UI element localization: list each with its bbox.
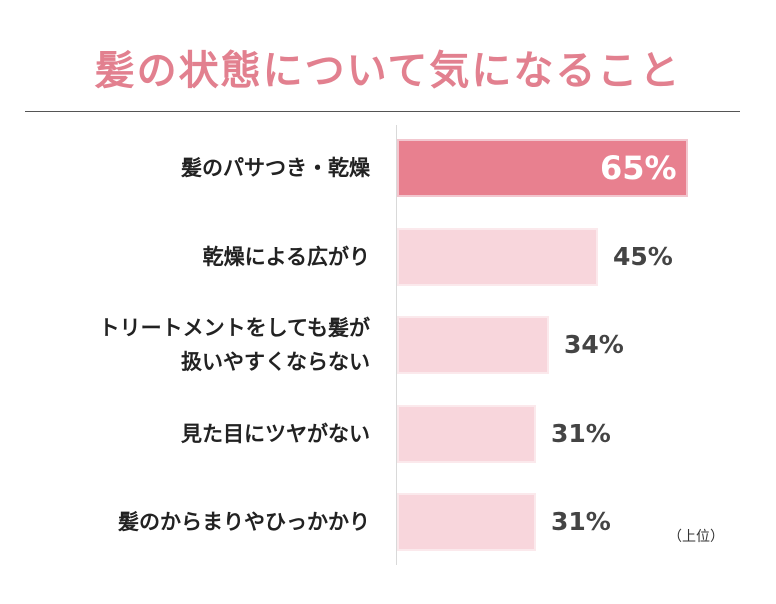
category-axis-line	[396, 125, 397, 565]
category-label-1: 髪のパサつき・乾燥	[0, 151, 370, 185]
category-label-4: 見た目にツヤがない	[0, 417, 370, 451]
category-label-5: 髪のからまりやひっかかり	[0, 505, 370, 539]
bar-5	[397, 493, 536, 551]
bar-1	[397, 139, 688, 197]
title-divider	[25, 111, 740, 112]
bar-3	[397, 316, 549, 374]
value-label-5: 31%	[551, 507, 611, 536]
value-label-4: 31%	[551, 419, 611, 448]
ranking-note: （上位）	[668, 529, 724, 545]
category-label-2: 乾燥による広がり	[0, 240, 370, 274]
category-label-line: トリートメントをしても髪が	[98, 316, 370, 340]
bar-2	[397, 228, 598, 286]
category-label-line: 扱いやすくならない	[181, 350, 370, 374]
category-label-line: 見た目にツヤがない	[181, 422, 370, 446]
category-label-line: 髪のからまりやひっかかり	[118, 510, 370, 534]
value-label-1: 65%	[600, 149, 677, 187]
value-label-2: 45%	[613, 242, 673, 271]
bar-4	[397, 405, 536, 463]
category-label-3: トリートメントをしても髪が扱いやすくならない	[0, 311, 370, 379]
category-label-line: 髪のパサつき・乾燥	[181, 156, 370, 180]
category-label-line: 乾燥による広がり	[202, 245, 370, 269]
chart-title: 髪の状態について気になること	[94, 48, 682, 94]
value-label-3: 34%	[564, 330, 624, 359]
